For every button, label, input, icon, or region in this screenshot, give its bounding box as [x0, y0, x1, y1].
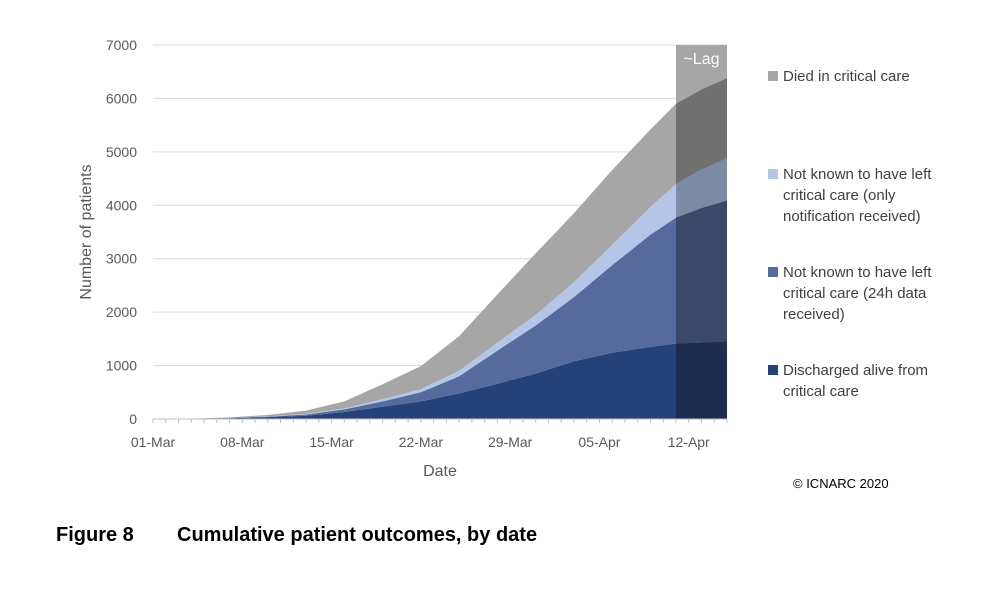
y-tick-label: 7000 — [106, 37, 137, 53]
legend-swatch — [768, 169, 778, 179]
area-series-1 — [153, 341, 727, 419]
y-tick-label: 0 — [129, 411, 137, 427]
y-tick-label: 3000 — [106, 251, 137, 267]
copyright-notice: © ICNARC 2020 — [793, 476, 889, 491]
x-tick-label: 15-Mar — [309, 434, 354, 450]
figure-title: Cumulative patient outcomes, by date — [177, 524, 538, 546]
gridlines — [153, 44, 727, 367]
y-tick-label: 4000 — [106, 197, 137, 213]
y-tick-label: 6000 — [106, 90, 137, 106]
x-tick-label: 01-Mar — [131, 434, 176, 450]
legend: Died in critical care Not known to have l… — [768, 68, 932, 400]
area-series — [153, 78, 727, 420]
y-tick-label: 1000 — [106, 358, 137, 374]
legend-swatch — [768, 71, 778, 81]
x-axis-title: Date — [423, 463, 457, 480]
lag-area-series-3 — [675, 158, 727, 218]
legend-label: Not known to have left critical care (onl… — [783, 166, 932, 225]
x-axis: 01-Mar 08-Mar 15-Mar 22-Mar 29-Mar 05-Apr 12-A… — [131, 418, 728, 450]
lag-label: ~Lag — [683, 51, 719, 68]
area-series-2 — [153, 200, 727, 419]
legend-swatch — [768, 365, 778, 375]
lag-band — [675, 45, 727, 130]
legend-label: Not known to have left critical care (24h… — [783, 264, 932, 323]
figure-number: Figure 8 — [56, 524, 134, 546]
y-axis-title: Number of patients — [78, 164, 95, 299]
legend-swatch — [768, 267, 778, 277]
lag-region: ~Lag — [675, 45, 727, 419]
x-tick-label: 08-Mar — [220, 434, 265, 450]
y-axis: 0 1000 2000 3000 4000 5000 6000 7000 — [106, 37, 137, 427]
legend-label: Discharged alive from critical care — [783, 362, 928, 400]
x-tick-label: 29-Mar — [488, 434, 533, 450]
lag-area-series-4 — [675, 78, 727, 184]
y-tick-label: 2000 — [106, 304, 137, 320]
x-tick-label: 12-Apr — [668, 434, 710, 450]
lag-area-series-2 — [675, 200, 727, 344]
lag-area-series-1 — [675, 341, 727, 419]
x-tick-label: 05-Apr — [578, 434, 620, 450]
x-tick-label: 22-Mar — [399, 434, 444, 450]
area-series-4 — [153, 78, 727, 419]
legend-label: Died in critical care — [783, 68, 910, 85]
y-tick-label: 5000 — [106, 144, 137, 160]
